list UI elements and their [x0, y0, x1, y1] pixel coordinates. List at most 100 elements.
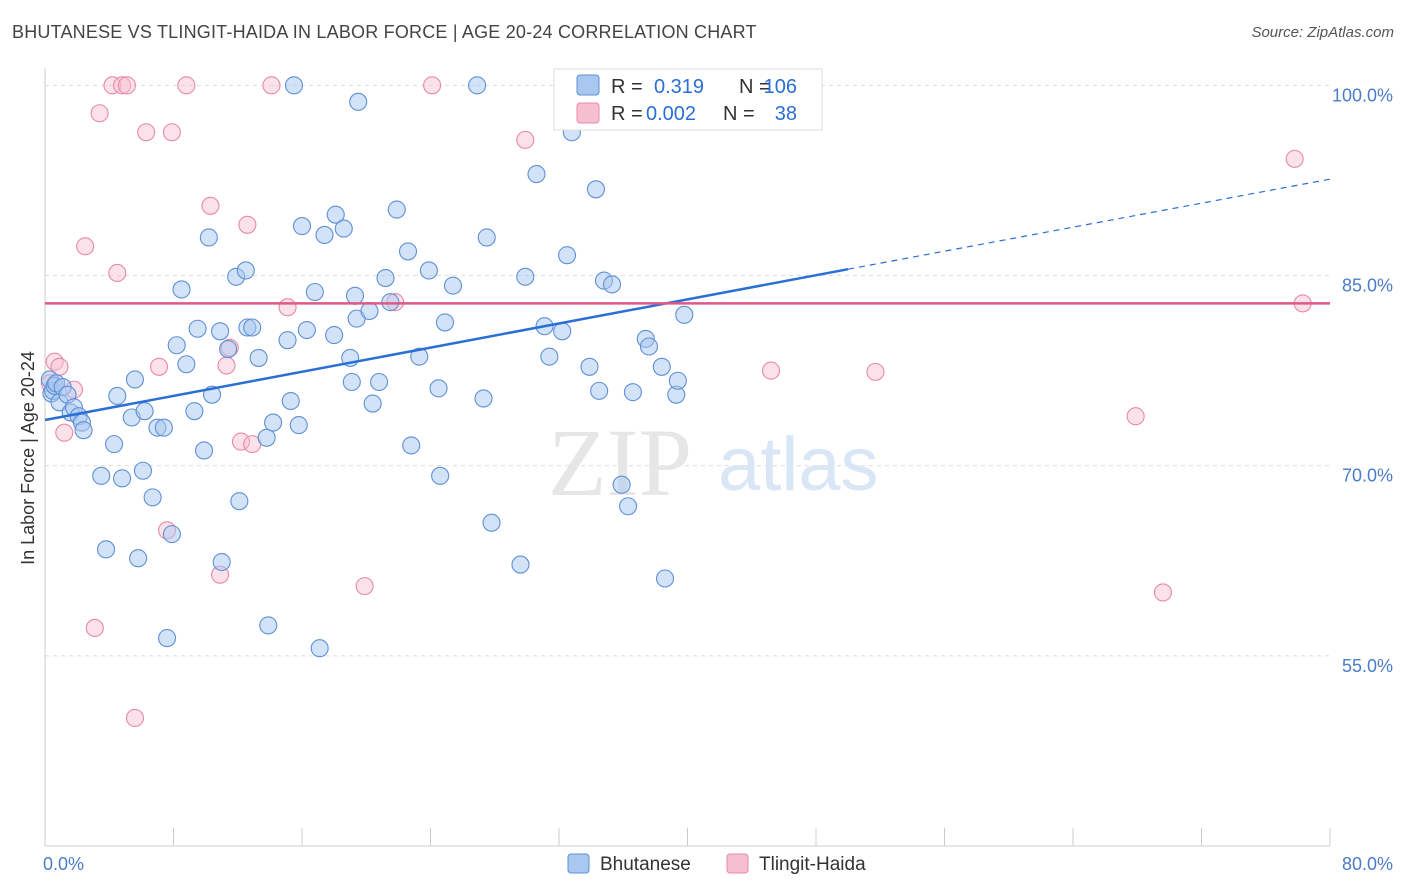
bottom-legend-tlingit-haida: Tlingit-Haida	[759, 854, 866, 875]
bhutanese-point	[278, 331, 297, 350]
bhutanese-point	[516, 267, 535, 286]
legend-r-value-pink: 0.002	[646, 103, 696, 125]
bhutanese-point	[135, 402, 154, 421]
legend-swatch-blue	[576, 74, 600, 96]
bhutanese-point	[590, 381, 609, 400]
axes: 55.0% 70.0% 85.0% 100.0%	[44, 68, 1393, 847]
bhutanese-point	[158, 629, 177, 648]
bhutanese-point	[527, 165, 546, 184]
tlingit-haida-point	[238, 215, 257, 234]
bhutanese-point	[129, 549, 148, 568]
bhutanese-point	[334, 219, 353, 238]
bhutanese-point	[108, 386, 127, 406]
bhutanese-point	[230, 492, 249, 511]
bhutanese-point	[602, 275, 622, 294]
bhutanese-point	[675, 305, 694, 324]
tlingit-haida-point	[177, 76, 196, 95]
bhutanese-point	[612, 475, 631, 494]
bhutanese-point	[177, 355, 196, 374]
tlingit-haida-point	[108, 263, 127, 283]
y-axis-title: In Labor Force | Age 20-24	[18, 351, 38, 565]
bhutanese-point	[315, 225, 334, 244]
tlingit-haida-point	[217, 356, 236, 375]
bhutanese-point	[143, 488, 162, 507]
bhutanese-point	[185, 402, 204, 421]
tlingit-haida-point	[231, 432, 251, 451]
tlingit-haida-point	[278, 298, 297, 317]
tlingit-haida-point	[1153, 583, 1172, 602]
tlingit-haida-point	[423, 76, 442, 95]
legend-n-label-blue: N =	[739, 76, 771, 98]
tlingit-haida-point	[90, 104, 109, 123]
bhutanese-point	[133, 461, 153, 480]
tlingit-haida-point	[162, 123, 181, 142]
bhutanese-point	[125, 370, 144, 389]
tlingit-haida-point	[113, 76, 132, 95]
tlingit-haida-point	[201, 196, 220, 215]
bhutanese-point	[162, 525, 181, 544]
bhutanese-point	[363, 394, 382, 413]
bhutanese-point	[482, 513, 501, 532]
bhutanese-point	[655, 569, 675, 588]
legend-r-value-blue: 0.319	[654, 76, 704, 98]
bhutanese-point	[199, 228, 218, 247]
bhutanese-point	[619, 497, 638, 516]
tlingit-haida-point	[117, 76, 136, 95]
bhutanese-point	[668, 371, 687, 390]
bhutanese-point	[105, 435, 124, 454]
bhutanese-point	[167, 336, 186, 355]
bhutanese-point	[289, 416, 308, 435]
watermark-atlas: atlas	[718, 422, 879, 507]
bottom-legend-swatch-pink	[726, 853, 749, 874]
tlingit-haida-point	[149, 357, 169, 376]
legend-n-value-pink: 38	[775, 103, 797, 125]
bhutanese-point	[474, 389, 493, 408]
bhutanese-point	[96, 540, 116, 559]
legend-r-label-blue: R =	[611, 76, 643, 98]
bhutanese-point	[342, 372, 361, 392]
bhutanese-point	[435, 313, 455, 332]
tlingit-haida-point	[45, 352, 64, 371]
bhutanese-point	[188, 319, 207, 338]
tlingit-haida-point	[761, 361, 781, 380]
legend-swatch-pink	[576, 102, 600, 124]
bhutanese-point	[623, 383, 642, 402]
bhutanese-point	[477, 228, 496, 247]
y-tick-label: 70.0%	[1342, 466, 1393, 486]
bhutanese-point	[410, 347, 429, 366]
bhutanese-point	[236, 261, 255, 280]
legend-n-value-blue: 106	[764, 76, 797, 98]
x-tick-label-max: 80.0%	[1342, 854, 1393, 874]
x-tick-label-min: 0.0%	[43, 854, 84, 874]
bhutanese-point	[580, 357, 599, 376]
bhutanese-point	[652, 357, 671, 376]
bhutanese-point	[387, 200, 406, 219]
bhutanese-point	[402, 436, 421, 455]
bhutanese-point	[310, 639, 329, 658]
bhutanese-point	[212, 552, 231, 572]
bhutanese-point	[284, 76, 304, 95]
bhutanese-point	[325, 326, 344, 345]
bhutanese-point	[376, 269, 395, 288]
tlingit-haida-point	[866, 362, 885, 381]
bottom-legend-swatch-blue	[567, 853, 590, 874]
bhutanese-point	[586, 180, 605, 199]
tlingit-haida-point	[137, 123, 156, 142]
source-label: Source: ZipAtlas.com	[1251, 24, 1394, 41]
bhutanese-point	[219, 339, 238, 359]
tlingit-haida-point	[262, 76, 281, 95]
bhutanese-point	[264, 413, 283, 432]
bhutanese-point	[557, 246, 577, 265]
legend-r-label-pink: R =	[611, 103, 643, 125]
tlingit-haida-point	[76, 237, 95, 256]
bhutanese-point	[370, 372, 389, 392]
tlingit-haida-point	[125, 708, 144, 728]
bhutanese-point	[172, 280, 191, 299]
bhutanese-point	[431, 466, 450, 485]
bhutanese-point	[443, 276, 463, 295]
bottom-legend: Bhutanese Tlingit-Haida	[567, 853, 866, 875]
bhutanese-point	[398, 242, 418, 261]
bhutanese-point	[243, 318, 262, 337]
x-tick-labels: 0.0% 80.0%	[43, 854, 1393, 874]
tlingit-haida-point	[55, 423, 74, 442]
